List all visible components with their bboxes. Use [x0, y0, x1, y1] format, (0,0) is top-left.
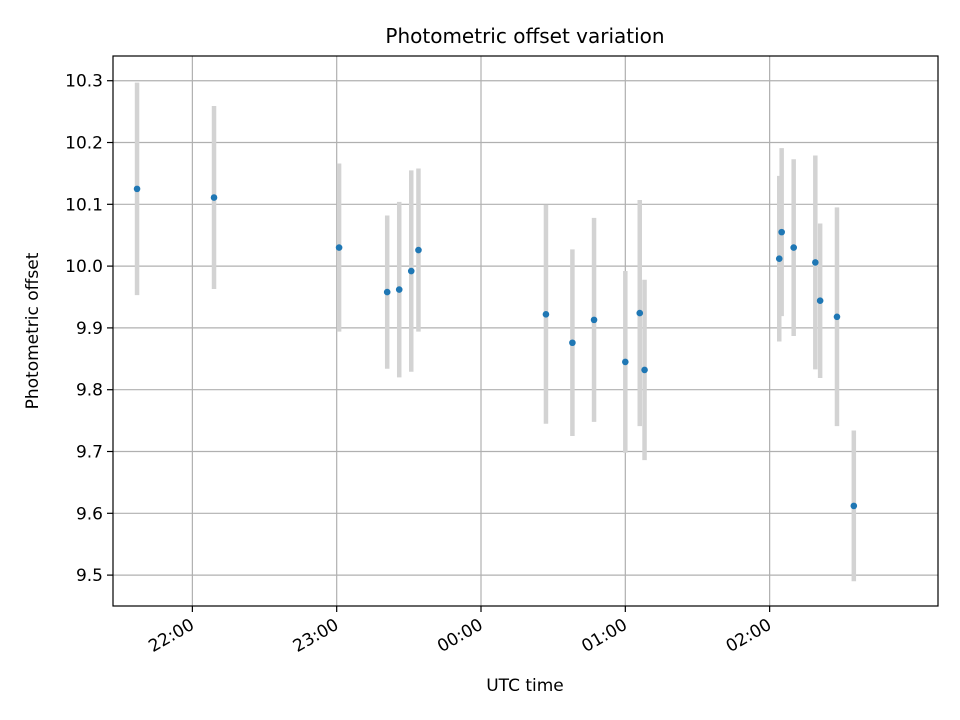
- chart-title: Photometric offset variation: [385, 24, 664, 48]
- y-tick-label: 9.9: [76, 319, 103, 339]
- data-point: [415, 246, 422, 254]
- y-tick-label: 9.7: [76, 443, 103, 463]
- y-tick-label: 10.1: [65, 195, 103, 215]
- y-tick-label: 9.6: [76, 504, 103, 524]
- data-point: [775, 255, 783, 262]
- y-axis-ticks: 9.5 9.6 9.7 9.8 9.9 10.0 10.1 10.2 10.3: [65, 72, 113, 586]
- data-point: [210, 194, 218, 201]
- y-axis-label: Photometric offset: [23, 252, 43, 409]
- data-point: [133, 185, 141, 193]
- y-tick-label: 10.0: [65, 257, 103, 277]
- data-point: [833, 313, 841, 321]
- plot-frame: [112, 55, 939, 607]
- data-point: [407, 267, 415, 275]
- data-point: [812, 259, 819, 266]
- data-point: [542, 311, 550, 318]
- data-point: [590, 316, 598, 324]
- data-point: [383, 288, 391, 296]
- data-point: [850, 502, 858, 510]
- data-point: [790, 244, 797, 251]
- x-axis-label: UTC time: [486, 676, 564, 696]
- grid: [113, 56, 938, 606]
- y-tick-label: 10.2: [65, 134, 103, 154]
- y-tick-label: 9.8: [76, 381, 103, 401]
- y-tick-label: 9.5: [76, 566, 103, 586]
- data-point: [622, 358, 629, 366]
- y-tick-label: 10.3: [65, 72, 103, 92]
- data-point: [395, 286, 403, 293]
- data-point: [778, 228, 785, 236]
- data-point: [641, 366, 648, 374]
- data-point: [569, 339, 576, 347]
- data-point: [636, 309, 644, 317]
- data-point: [816, 297, 824, 305]
- data-point: [335, 244, 343, 251]
- data-points: [133, 185, 858, 510]
